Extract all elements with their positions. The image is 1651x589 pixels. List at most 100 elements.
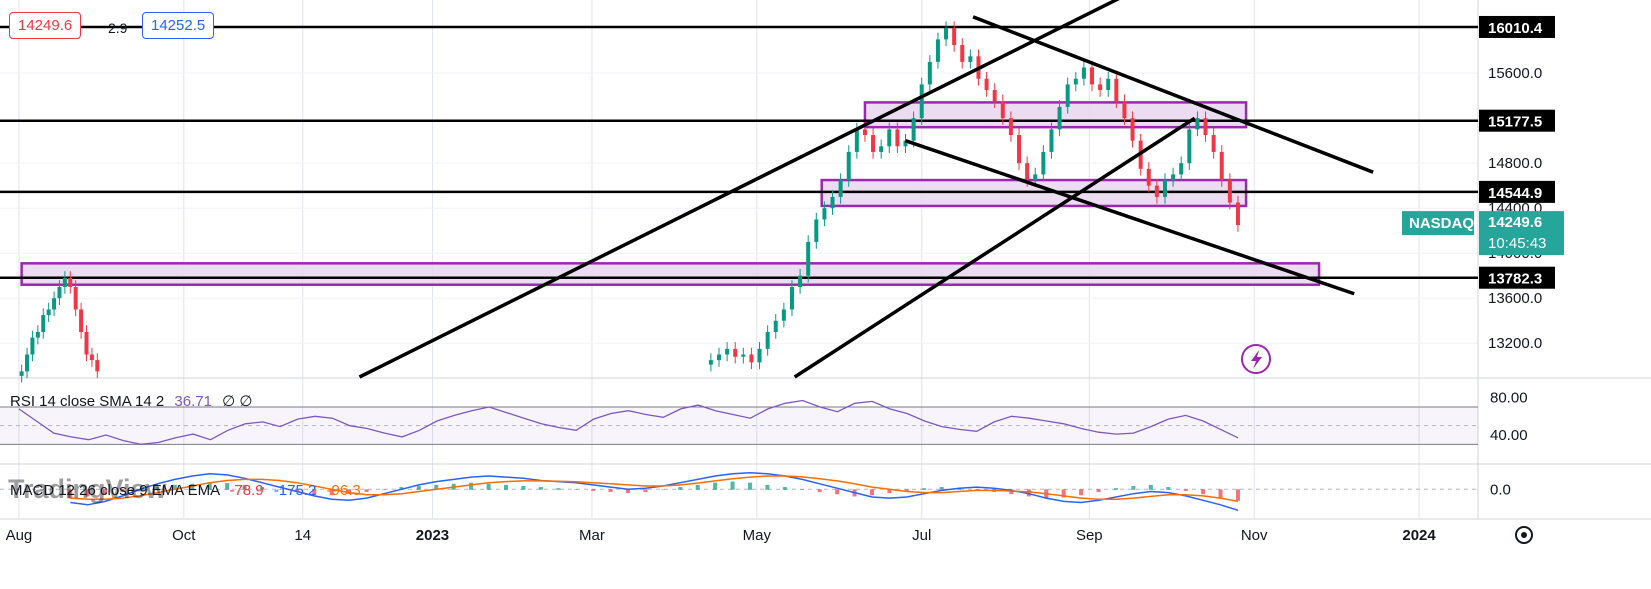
watermark-text: TradingView [8, 474, 168, 504]
macd-hist-bar [591, 489, 596, 491]
x-tick-label: Aug [6, 527, 33, 544]
level-tag-label: 13782.3 [1488, 271, 1542, 288]
candle-body [708, 360, 713, 365]
candle-body [854, 129, 859, 152]
candle-body [798, 275, 803, 287]
candle-body [1187, 129, 1192, 164]
candle-body [968, 56, 973, 62]
macd-hist-bar [207, 482, 212, 490]
candle-body [733, 348, 738, 357]
macd-hist-bar [1026, 489, 1031, 497]
candle-body [952, 28, 957, 46]
zone-rect [20, 262, 1321, 286]
macd-hist-bar [155, 487, 160, 490]
candle-body [749, 354, 754, 363]
macd-label: MACD 12 26 close 9 EMA EMA [10, 482, 220, 499]
spread-value: 2.9 [108, 20, 128, 36]
candle-body [919, 84, 924, 119]
trendline [358, 0, 1120, 379]
candle-body [19, 371, 24, 376]
horizontal-levels[interactable] [0, 25, 1478, 279]
macd-hist-bar [957, 488, 962, 490]
macd-hist-bar [625, 489, 630, 494]
candle-body [944, 28, 949, 40]
candle-body [830, 196, 835, 209]
candle-body [935, 39, 940, 62]
macd-hist-bar [713, 482, 718, 490]
macd-hist-bar [172, 484, 177, 490]
macd-hist-bar [817, 489, 822, 492]
macd-line-value: -175.2 [273, 482, 317, 499]
candle-body [1008, 118, 1013, 136]
macd-hist-bar [608, 489, 613, 492]
rsi-tick-label: 40.00 [1490, 427, 1528, 444]
candle-body [73, 286, 78, 310]
macd-hist-bar [643, 489, 648, 492]
macd-hist-bar [1183, 489, 1188, 491]
macd-hist-bar [1113, 488, 1118, 490]
rsi-line [18, 399, 1239, 445]
macd-hist-bar [747, 482, 752, 490]
ask-price[interactable]: 14252.5 [142, 12, 215, 39]
macd-hist-bar [974, 489, 979, 490]
candle-body [30, 337, 35, 355]
candle-body [1073, 78, 1078, 85]
candle-body [1195, 118, 1200, 130]
candle-body [89, 354, 94, 361]
candle-body [862, 129, 867, 136]
candle-body [838, 180, 843, 197]
macd-hist-bar [1079, 489, 1084, 496]
trendline [904, 139, 1355, 296]
candle-body [911, 118, 916, 141]
candle-body [1203, 118, 1208, 136]
macd-pane [0, 471, 1478, 512]
macd-hist-bar [190, 483, 195, 490]
rsi-tick-label: 80.00 [1490, 390, 1528, 407]
macd-hist-bar [364, 489, 369, 492]
candle-body [57, 286, 62, 299]
candle-body [1090, 67, 1095, 85]
macd-hist-bar [242, 484, 247, 490]
macd-hist-bar [1166, 487, 1171, 490]
macd-legend[interactable]: MACD 12 26 close 9 EMA EMA -78.9 -175.2 … [10, 482, 361, 499]
macd-hist-bar [259, 487, 264, 490]
macd-hist-bar [381, 489, 386, 490]
macd-hist-bar [800, 489, 805, 490]
candle-body [1114, 78, 1119, 102]
current-price-tag [1479, 211, 1564, 256]
lightning-icon[interactable] [1241, 344, 1271, 374]
trendlines[interactable] [358, 0, 1374, 379]
rsi-label: RSI 14 close SMA 14 2 [10, 393, 165, 410]
symbol-tag-label: NASDAQ [1409, 215, 1474, 232]
trendline [793, 116, 1196, 379]
macd-hist-bar [85, 489, 90, 497]
candle-body [25, 354, 30, 372]
candle-body [927, 61, 932, 85]
candle-body [1098, 84, 1103, 91]
supply-demand-zones[interactable] [20, 101, 1321, 286]
macd-line [70, 471, 1239, 512]
ask-price-value: 14252.5 [151, 17, 206, 34]
gear-icon[interactable] [1515, 526, 1533, 544]
macd-hist-bar [486, 483, 491, 490]
candle-body [1146, 168, 1151, 186]
rsi-legend[interactable]: RSI 14 close SMA 14 2 36.71 ∅ ∅ [10, 392, 252, 410]
macd-hist-bar [120, 489, 125, 492]
macd-hist-value: -78.9 [229, 482, 264, 499]
current-price-label: 14249.6 [1488, 214, 1542, 231]
candle-body [984, 78, 989, 91]
macd-hist-bar [765, 484, 770, 490]
candle-body [846, 151, 851, 181]
bid-price[interactable]: 14249.6 [9, 12, 82, 39]
candle-body [822, 208, 827, 220]
candle-body [1106, 78, 1111, 91]
axis-labels: Aug Oct 14 2023 Mar May Jul Sep Nov 2024 13200.0 13… [6, 15, 1564, 544]
macd-hist-bar [503, 484, 508, 490]
macd-hist-bar [1235, 489, 1240, 501]
candle-body [814, 219, 819, 242]
macd-hist-bar [695, 484, 700, 490]
candle-body [1065, 84, 1070, 107]
macd-hist-bar [538, 487, 543, 490]
macd-hist-bar [68, 489, 73, 499]
